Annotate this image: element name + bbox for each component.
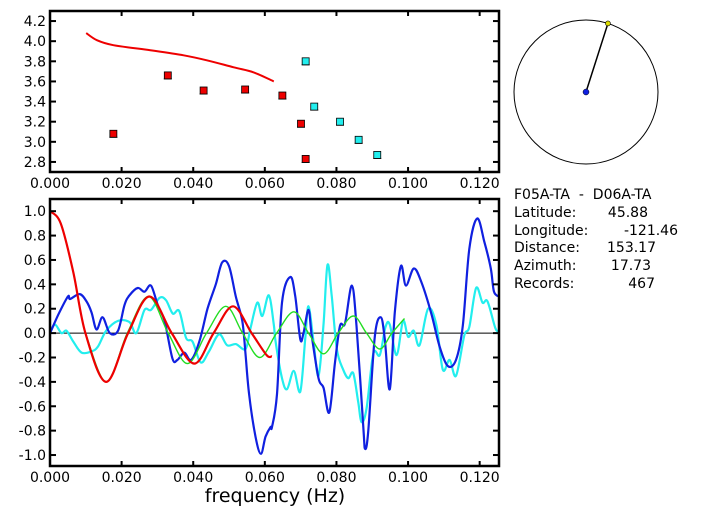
- x-tick-label: 0.040: [173, 470, 213, 486]
- red-points-point: [301, 155, 310, 163]
- x-tick-label: 0.080: [316, 470, 356, 486]
- red-points-point: [163, 71, 172, 80]
- station-dot: [582, 88, 590, 96]
- plot-frame: [48, 9, 501, 174]
- station-info: F05A-TA - D06A-TA Latitude: 45.88 Longit…: [514, 187, 678, 292]
- station-pair: F05A-TA - D06A-TA: [514, 187, 652, 203]
- latitude-value: 45.88: [608, 205, 648, 221]
- remote-station-dot: [605, 20, 611, 27]
- y-tick-label: -0.2: [19, 350, 46, 366]
- x-tick-label: 0.080: [316, 176, 356, 192]
- correlation-plot: 0.000 0.020 0.040 0.060 0.080 0.100 0.120 -1.0 -…: [19, 197, 501, 486]
- plot-area: [50, 210, 499, 455]
- records-label: Records:: [514, 276, 574, 292]
- red-points-point: [278, 91, 287, 100]
- x-axis-label: frequency (Hz): [205, 485, 345, 507]
- y-tick-label: 4.2: [24, 14, 46, 30]
- y-tick-label: -0.6: [19, 399, 46, 415]
- y-tick-label: 0.8: [24, 229, 46, 245]
- longitude-value: -121.46: [624, 223, 678, 239]
- records-value: 467: [628, 276, 655, 292]
- x-tick-label: 0.120: [460, 176, 500, 192]
- y-tick-label: 2.8: [24, 155, 46, 171]
- red-points-point: [297, 119, 305, 128]
- y-tick-label: -0.4: [19, 375, 46, 391]
- x-tick-label: 0.100: [388, 470, 428, 486]
- y-tick-label: 3.2: [24, 115, 46, 131]
- red-points-point: [109, 129, 118, 138]
- azimuth-label: Azimuth:: [514, 258, 576, 274]
- y-tick-label: -1.0: [19, 448, 46, 464]
- red-points-point: [241, 85, 250, 94]
- red-curve-line: [85, 32, 275, 83]
- azimuth-line: [585, 23, 609, 93]
- y-tick-label: 0.2: [24, 302, 46, 318]
- dispersion-plot: 0.000 0.020 0.040 0.060 0.080 0.100 0.120 2.8 3.…: [24, 9, 501, 192]
- cyan-points-point: [301, 57, 310, 66]
- distance-value: 153.17: [607, 240, 656, 256]
- cyan-points-point: [354, 135, 363, 144]
- y-tick-label: 4.0: [24, 34, 46, 50]
- longitude-label: Longitude:: [514, 223, 588, 239]
- red-points-point: [199, 86, 208, 95]
- azimuth-value: 17.73: [611, 258, 651, 274]
- distance-label: Distance:: [514, 240, 580, 256]
- cyan-points-point: [310, 102, 319, 111]
- red-line: [50, 210, 273, 383]
- y-tick-label: 3.0: [24, 135, 46, 151]
- blue-line: [50, 217, 499, 455]
- x-tick-label: 0.000: [30, 470, 70, 486]
- azimuth-circle: [513, 19, 659, 165]
- y-tick-label: 3.4: [24, 95, 46, 111]
- x-tick-label: 0.100: [388, 176, 428, 192]
- y-tick-label: 0.4: [24, 277, 46, 293]
- y-tick-label: 3.6: [24, 74, 46, 90]
- x-tick-label: 0.120: [460, 470, 500, 486]
- y-tick-label: -0.8: [19, 424, 46, 440]
- x-tick-label: 0.020: [102, 470, 142, 486]
- azimuth-map: [513, 19, 659, 165]
- x-tick-label: 0.000: [30, 176, 70, 192]
- x-tick-label: 0.060: [245, 470, 285, 486]
- latitude-label: Latitude:: [514, 205, 576, 221]
- y-tick-label: 3.8: [24, 54, 46, 70]
- y-tick-label: 0.6: [24, 253, 46, 269]
- cyan-line: [50, 263, 499, 424]
- y-tick-label: 0.0: [24, 326, 46, 342]
- cyan-points-point: [373, 150, 382, 159]
- x-tick-label: 0.060: [245, 176, 285, 192]
- plot-area: [85, 32, 382, 163]
- y-tick-label: 1.0: [24, 204, 46, 220]
- x-tick-label: 0.020: [102, 176, 142, 192]
- x-tick-label: 0.040: [173, 176, 213, 192]
- cyan-points-point: [336, 117, 344, 126]
